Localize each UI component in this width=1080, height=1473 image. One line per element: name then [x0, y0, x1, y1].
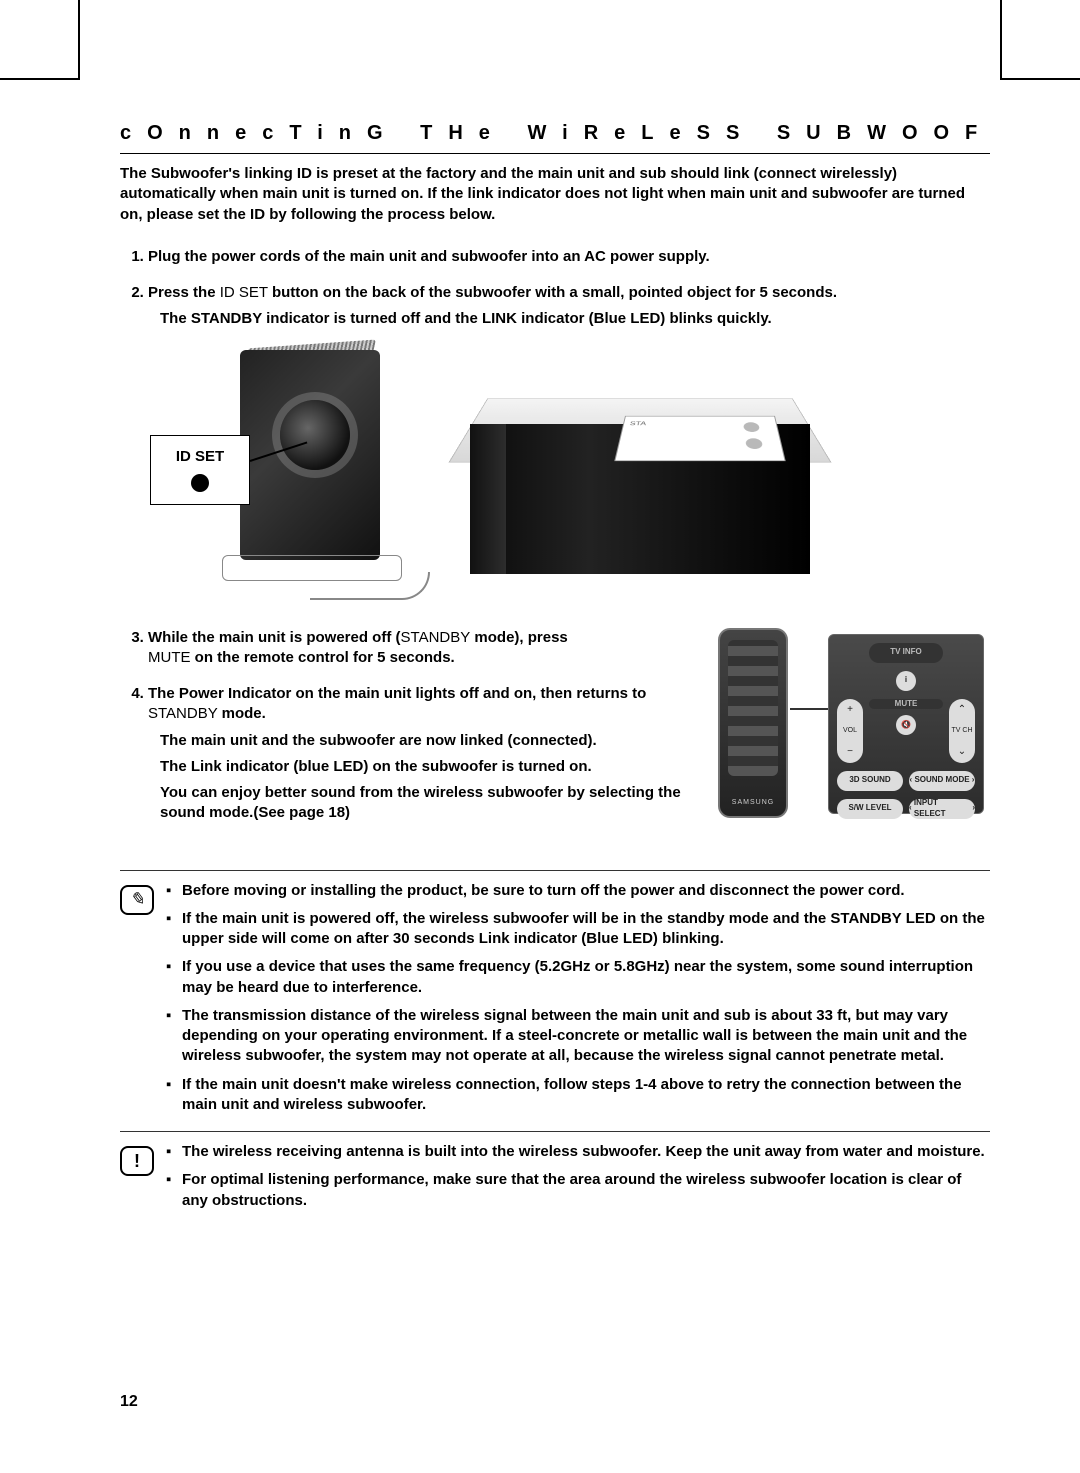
page-number: 12	[120, 1391, 138, 1413]
step-2-text-c: button on the back of the subwoofer with…	[272, 284, 837, 301]
remote-ch-up: ⌃	[958, 703, 966, 717]
note-p-3: The transmission distance of the wireles…	[166, 1006, 990, 1067]
remote-mute-label: MUTE	[869, 699, 943, 710]
step-4: The Power Indicator on the main unit lig…	[148, 684, 690, 824]
step-1-text: Plug the power cords of the main unit an…	[148, 248, 710, 265]
steps-list-2: While the main unit is powered off (STAN…	[120, 628, 690, 824]
note-p-4: If the main unit doesn't make wireless c…	[166, 1075, 990, 1116]
remote-mute-button: 🔇	[896, 715, 916, 735]
step-2-sub: The STANDBY indicator is turned off and …	[160, 309, 990, 329]
remote-full-view: SAMSUNG	[718, 628, 788, 818]
section-heading: cOnnecTinG THe WiReLeSS SUBWOOFeR	[120, 120, 990, 154]
remote-inputselect-button: ‹ INPUT SELECT ›	[909, 799, 975, 819]
notes-pencil-block: ✎ Before moving or installing the produc…	[120, 870, 990, 1124]
intro-paragraph: The Subwoofer's linking ID is preset at …	[120, 164, 990, 225]
step-3-mute: MUTE	[148, 649, 191, 666]
step-4-sub1: The main unit and the subwoofer are now …	[160, 731, 690, 751]
idset-button-icon	[191, 474, 209, 492]
note-p-1: If the main unit is powered off, the wir…	[166, 909, 990, 950]
gt2-icon: ›	[972, 803, 975, 814]
steps-3-4-row: While the main unit is powered off (STAN…	[120, 628, 990, 840]
led-sta-label: STA	[629, 420, 646, 426]
standby-led-icon	[743, 422, 760, 432]
pencil-note-icon: ✎	[120, 885, 154, 915]
step-4-standby: STANDBY	[148, 705, 222, 722]
step-3-c: mode), press	[470, 629, 568, 646]
remote-ch-down: ⌄	[958, 745, 966, 759]
step-3-e: on the remote control for 5 seconds.	[191, 649, 455, 666]
figure-remote: SAMSUNG TV INFO i + VOL − MUTE	[710, 628, 990, 828]
remote-tvch-label: TV CH	[952, 726, 973, 735]
mainunit-front-edge	[470, 424, 506, 574]
remote-3dsound-button: 3D SOUND	[837, 771, 903, 791]
lt-icon: ‹	[910, 775, 913, 786]
remote-vol-label: VOL	[843, 726, 857, 735]
step-4-sub2: The Link indicator (blue LED) on the sub…	[160, 757, 690, 777]
step-1: Plug the power cords of the main unit an…	[148, 247, 990, 267]
step-4-a: The Power Indicator on the main unit lig…	[148, 685, 646, 702]
remote-is-lbl: INPUT SELECT	[914, 798, 970, 820]
subwoofer-power-cord	[310, 572, 430, 600]
figure-row: ID SET STA	[150, 350, 990, 600]
link-led-icon	[745, 438, 763, 449]
remote-info-button: i	[896, 671, 916, 691]
remote-sm-lbl: SOUND MODE	[914, 775, 969, 786]
remote-vol-plus: +	[847, 703, 853, 717]
step-3-standby: STANDBY	[401, 629, 471, 646]
led-indicator-card: STA	[614, 415, 785, 460]
step-2: Press the ID SET button on the back of t…	[148, 283, 990, 330]
remote-tvinfo-label: TV INFO	[869, 643, 943, 663]
idset-callout: ID SET	[150, 435, 250, 505]
alert-note-icon: !	[120, 1146, 154, 1176]
notes-pencil-list: Before moving or installing the product,…	[166, 881, 990, 1124]
remote-brand-label: SAMSUNG	[720, 798, 786, 807]
gt-icon: ›	[972, 775, 975, 786]
step-3-a: While the main unit is powered off (	[148, 629, 401, 646]
lt2-icon: ‹	[909, 803, 912, 814]
step-2-idset: ID SET	[216, 284, 272, 301]
remote-vol-rocker: + VOL −	[837, 699, 863, 763]
subwoofer-driver	[280, 400, 350, 470]
figure-mainunit-top: STA	[470, 350, 810, 600]
notes-alert-block: ! The wireless receiving antenna is buil…	[120, 1131, 990, 1219]
note-a-0: The wireless receiving antenna is built …	[166, 1142, 990, 1162]
remote-soundmode-button: ‹ SOUND MODE ›	[909, 771, 975, 791]
remote-tvch-rocker: ⌃ TV CH ⌄	[949, 699, 975, 763]
remote-leader-line	[790, 708, 830, 710]
idset-label: ID SET	[176, 447, 224, 467]
note-a-1: For optimal listening performance, make …	[166, 1170, 990, 1211]
step-4-c: mode.	[222, 705, 266, 722]
step-3: While the main unit is powered off (STAN…	[148, 628, 690, 669]
remote-zoom-view: TV INFO i + VOL − MUTE 🔇 ⌃	[828, 634, 984, 814]
remote-vol-minus: −	[847, 745, 853, 759]
notes-alert-list: The wireless receiving antenna is built …	[166, 1142, 990, 1219]
remote-swlevel-button: S/W LEVEL	[837, 799, 903, 819]
note-p-2: If you use a device that uses the same f…	[166, 957, 990, 998]
figure-subwoofer-rear: ID SET	[150, 350, 410, 600]
steps-list: Plug the power cords of the main unit an…	[120, 247, 990, 330]
step-2-text-a: Press the	[148, 284, 216, 301]
step-4-sub3: You can enjoy better sound from the wire…	[160, 783, 690, 824]
note-p-0: Before moving or installing the product,…	[166, 881, 990, 901]
